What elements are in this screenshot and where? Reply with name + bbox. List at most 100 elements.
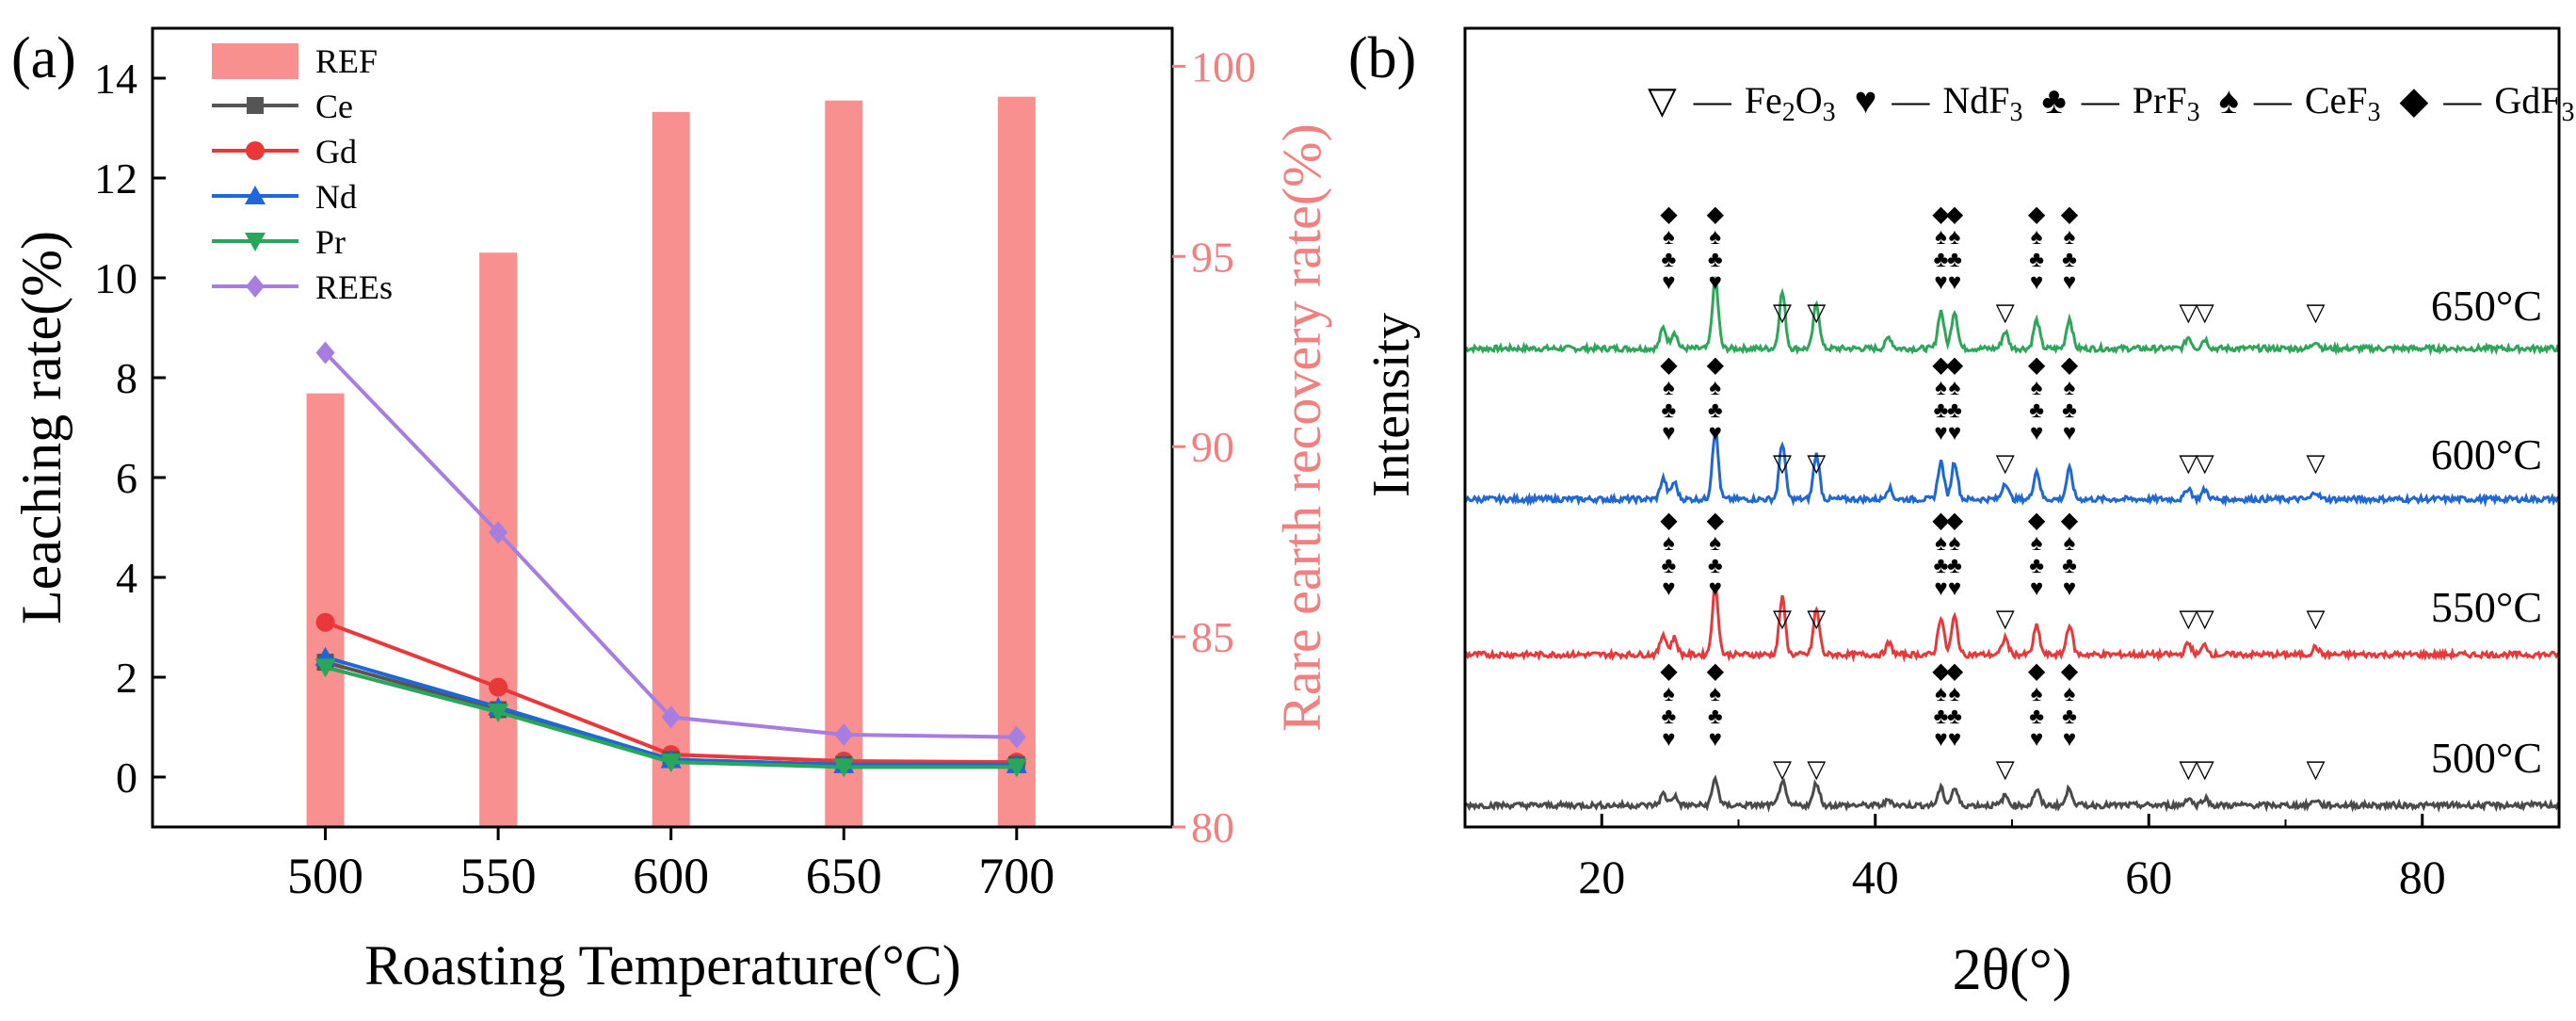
fluoride-marker: ♠ <box>2064 682 2076 706</box>
fluoride-marker: ◆ <box>1707 203 1725 227</box>
fluoride-marker: ◆ <box>2028 203 2046 227</box>
panel-b: (b) ▽ ▽ ▽ ▽▽ ▽◆♠♣♥◆♠♣♥◆♠♣♥◆♠♣♥◆♠♣♥◆♠♣♥▽ ▽ ▽ ▽▽ ▽… <box>1348 26 2574 1002</box>
fluoride-marker: ♠ <box>2031 531 2043 556</box>
fe2o3-marker: ▽ <box>1773 449 1792 477</box>
fluoride-marker: ♣ <box>1934 705 1949 729</box>
fluoride-marker: ◆ <box>1946 353 1964 378</box>
xb-tick-label-40: 40 <box>1852 851 1899 903</box>
fe2o3-marker: ▽ <box>2306 755 2325 783</box>
fluoride-marker: ♠ <box>2064 376 2076 400</box>
cef3-symbol: ♠ <box>2219 79 2239 122</box>
y-tick-label-0: 0 <box>116 754 137 802</box>
y-axis-title-a: Leaching rate(%) <box>10 231 72 624</box>
xrd-traces <box>1463 274 2561 814</box>
fluoride-marker: ♥ <box>2030 576 2043 601</box>
fluoride-marker: ♥ <box>1662 270 1675 295</box>
y-tick-label-10: 10 <box>94 254 137 302</box>
fluoride-marker: ♣ <box>2029 705 2044 729</box>
fluoride-marker: ♠ <box>1949 682 1961 706</box>
fluoride-marker: ♣ <box>1662 705 1677 729</box>
fe2o3-marker: ▽ <box>1996 755 2015 783</box>
fluoride-marker: ◆ <box>1707 353 1725 378</box>
fluoride-marker: ♥ <box>1709 727 1722 752</box>
fe2o3-marker: ▽ <box>2196 299 2214 326</box>
temperature-labels: 650°C 600°C 550°C 500°C <box>2431 282 2542 782</box>
legend-label-nd: Nd <box>315 178 357 216</box>
xb-tick-label-20: 20 <box>1578 851 1625 903</box>
fluoride-marker: ♣ <box>1947 554 1962 578</box>
fluoride-marker: ♣ <box>1947 248 1962 272</box>
fluoride-marker: ♣ <box>1934 554 1949 578</box>
fluoride-marker: ♠ <box>2031 225 2043 250</box>
fe2o3-marker: ▽ <box>2306 299 2325 326</box>
legend-label-rees: REEs <box>315 268 393 306</box>
fluoride-marker: ♣ <box>2029 554 2044 578</box>
fluoride-marker: ♣ <box>1934 248 1949 272</box>
ref-bar-650 <box>825 100 863 827</box>
panel-b-label: (b) <box>1348 26 1416 90</box>
fluoride-marker: ♣ <box>1947 398 1962 423</box>
fluoride-marker: ♠ <box>1935 682 1947 706</box>
y-tick-label-4: 4 <box>116 554 137 602</box>
fe2o3-marker: ▽ <box>1773 299 1792 326</box>
fluoride-marker: ♥ <box>1934 727 1947 752</box>
y-tick-label-12: 12 <box>94 154 137 203</box>
legend-marker-gd <box>246 141 265 160</box>
fe2o3-marker: ▽ <box>1807 299 1826 326</box>
fluoride-marker: ♣ <box>2062 398 2077 423</box>
fluoride-marker: ♥ <box>2063 576 2076 601</box>
plot-frame-b <box>1463 26 2561 829</box>
fluoride-marker: ◆ <box>2028 659 2046 684</box>
y2-tick-label-95: 95 <box>1191 233 1234 281</box>
fluoride-marker: ♥ <box>1948 270 1961 295</box>
legend-marker-ce <box>247 97 264 114</box>
fe2o3-marker: ▽ <box>2179 449 2198 477</box>
fluoride-marker: ♣ <box>1708 398 1723 423</box>
xrd-trace-650°C <box>1464 274 2560 357</box>
fluoride-marker: ♣ <box>2062 554 2077 578</box>
xb-tick-label-80: 80 <box>2399 851 2446 903</box>
fe2o3-marker: ▽ <box>2179 605 2198 632</box>
fluoride-marker: ♠ <box>1663 225 1675 250</box>
temperature-label-1: 600°C <box>2431 430 2542 478</box>
fluoride-marker: ◆ <box>1932 203 1950 227</box>
point-rees-550 <box>489 521 508 544</box>
fluoride-marker: ♥ <box>1948 576 1961 601</box>
fe2o3-marker: ▽ <box>2179 299 2198 326</box>
fluoride-marker: ♠ <box>1663 682 1675 706</box>
legend-marker-rees <box>246 275 265 298</box>
temperature-label-3: 500°C <box>2431 734 2542 782</box>
fluoride-marker: ♥ <box>2030 270 2043 295</box>
fluoride-marker: ◆ <box>1660 353 1678 378</box>
legend-swatch-ref <box>212 43 298 79</box>
fe2o3-marker: ▽ <box>1807 755 1826 783</box>
fluoride-marker: ♥ <box>1934 270 1947 295</box>
fe2o3-marker: ▽ <box>1807 449 1826 477</box>
legend-marker-pr <box>245 233 266 251</box>
fluoride-marker: ♥ <box>1934 421 1947 446</box>
fluoride-marker: ◆ <box>1707 659 1725 684</box>
fluoride-marker: ◆ <box>1660 203 1678 227</box>
fluoride-marker: ♠ <box>1949 531 1961 556</box>
fe2o3-marker: ▽ <box>2179 755 2198 783</box>
fluoride-marker: ◆ <box>2061 509 2079 533</box>
fluoride-marker: ♠ <box>1709 531 1721 556</box>
fluoride-marker: ♥ <box>2030 727 2043 752</box>
fluoride-marker: ♥ <box>1709 421 1722 446</box>
fluoride-marker: ♥ <box>1662 576 1675 601</box>
fluoride-marker: ♠ <box>1935 531 1947 556</box>
fluoride-marker: ♥ <box>1709 270 1722 295</box>
panel-a-label: (a) <box>11 26 76 90</box>
gdf3-symbol: ◆ <box>2400 79 2429 122</box>
point-pr-700 <box>1006 758 1027 778</box>
temperature-label-2: 550°C <box>2431 583 2542 631</box>
fluoride-marker: ♠ <box>1663 376 1675 400</box>
fluoride-marker: ◆ <box>2061 659 2079 684</box>
fluoride-marker: ◆ <box>1660 509 1678 533</box>
x-axis-ticks: 500 550 600 650 700 <box>287 827 1055 904</box>
fluoride-marker: ♠ <box>2064 225 2076 250</box>
x-tick-label-550: 550 <box>460 848 537 904</box>
fluoride-marker: ♥ <box>1662 727 1675 752</box>
fluoride-marker: ♥ <box>2063 270 2076 295</box>
fe2o3-marker: ▽ <box>1773 755 1792 783</box>
